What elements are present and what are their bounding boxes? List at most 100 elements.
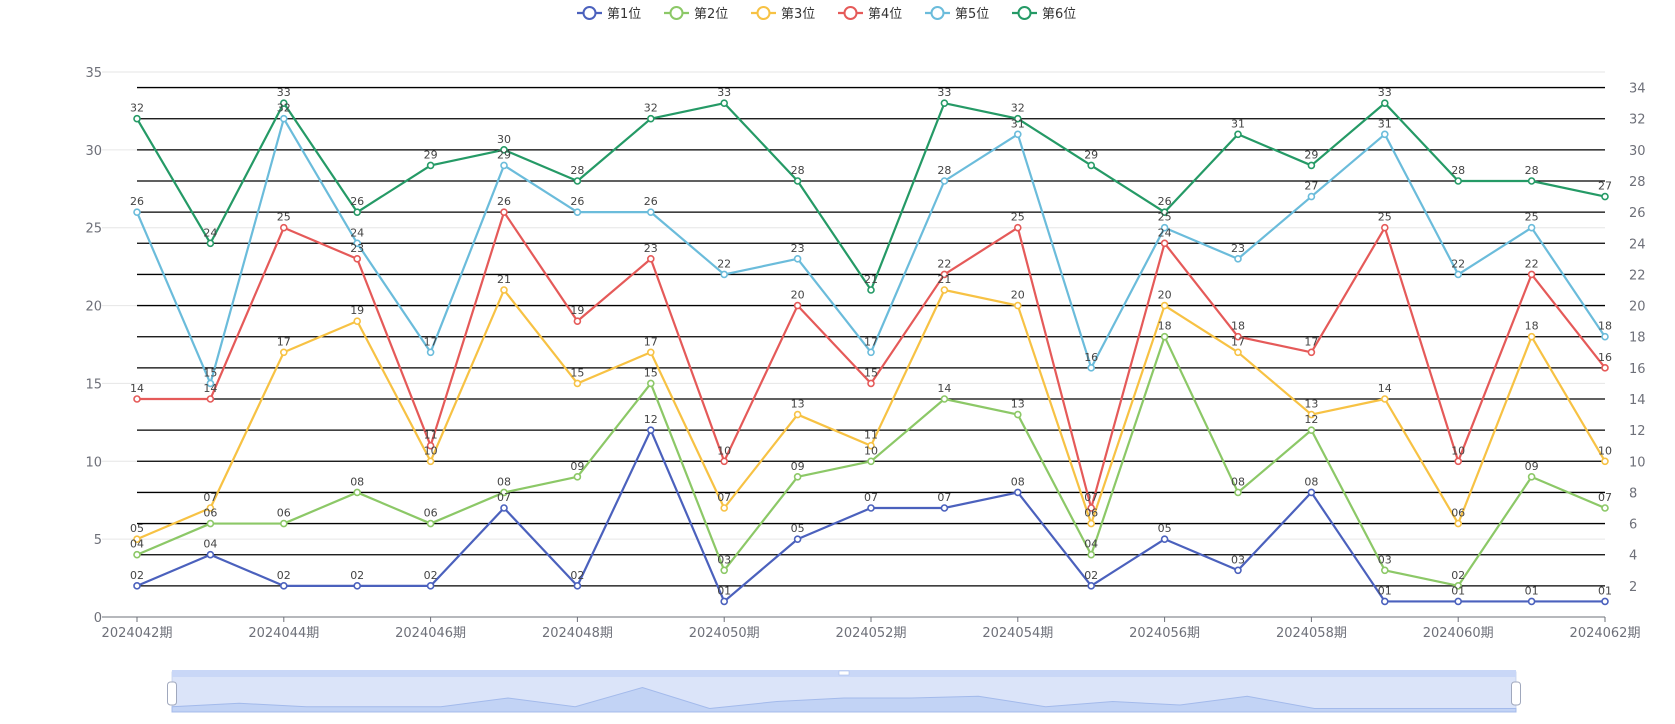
data-point[interactable]	[1307, 348, 1316, 357]
data-point[interactable]	[1013, 488, 1022, 497]
data-point[interactable]	[940, 99, 949, 107]
data-point[interactable]	[867, 441, 875, 450]
data-point[interactable]	[1234, 488, 1242, 497]
data-point[interactable]	[279, 519, 288, 528]
data-point[interactable]	[1307, 488, 1316, 497]
data-point[interactable]	[1160, 223, 1169, 232]
data-point[interactable]	[206, 550, 215, 559]
data-point[interactable]	[1013, 410, 1022, 419]
data-point[interactable]	[720, 504, 729, 512]
data-point[interactable]	[426, 441, 435, 450]
data-point[interactable]	[720, 566, 729, 575]
data-point[interactable]	[940, 395, 949, 403]
data-point[interactable]	[1160, 535, 1169, 543]
data-point[interactable]	[500, 504, 508, 512]
data-point[interactable]	[1454, 177, 1462, 185]
data-point[interactable]	[720, 99, 729, 107]
data-point[interactable]	[500, 208, 508, 216]
data-point[interactable]	[646, 255, 655, 263]
data-point[interactable]	[1601, 192, 1609, 201]
data-point[interactable]	[1527, 177, 1536, 185]
data-point[interactable]	[206, 379, 215, 388]
data-point[interactable]	[940, 270, 949, 279]
datazoom-slider[interactable]	[167, 670, 1521, 713]
data-point[interactable]	[1527, 597, 1536, 606]
data-point[interactable]	[353, 317, 362, 325]
data-point[interactable]	[133, 535, 141, 543]
data-point[interactable]	[793, 255, 802, 263]
legend-item[interactable]: 第5位	[925, 6, 989, 22]
data-point[interactable]	[1234, 566, 1242, 575]
data-point[interactable]	[206, 519, 215, 528]
data-point[interactable]	[793, 177, 802, 185]
data-point[interactable]	[1234, 348, 1242, 357]
data-point[interactable]	[1601, 332, 1609, 341]
data-point[interactable]	[1087, 550, 1095, 559]
data-point[interactable]	[206, 395, 215, 403]
data-point[interactable]	[1601, 597, 1609, 606]
data-point[interactable]	[940, 504, 949, 512]
data-point[interactable]	[1527, 223, 1536, 232]
data-point[interactable]	[1013, 130, 1022, 139]
data-point[interactable]	[1307, 410, 1316, 419]
legend-item[interactable]: 第3位	[751, 6, 815, 22]
data-point[interactable]	[1087, 364, 1095, 372]
data-point[interactable]	[426, 457, 435, 466]
data-point[interactable]	[867, 379, 875, 388]
data-point[interactable]	[279, 223, 288, 232]
data-point[interactable]	[1087, 582, 1095, 590]
data-point[interactable]	[1527, 332, 1536, 341]
data-point[interactable]	[133, 114, 141, 123]
data-point[interactable]	[793, 410, 802, 419]
datazoom-grip[interactable]	[838, 670, 850, 676]
datazoom-handle-right[interactable]	[1511, 681, 1521, 706]
data-point[interactable]	[353, 239, 362, 248]
data-point[interactable]	[573, 177, 582, 185]
data-point[interactable]	[1454, 597, 1462, 606]
data-point[interactable]	[353, 208, 362, 216]
data-point[interactable]	[646, 114, 655, 123]
data-point[interactable]	[353, 488, 362, 497]
data-point[interactable]	[720, 270, 729, 279]
legend[interactable]: 第1位 第2位 第3位 第4位 第5位 第6位	[577, 6, 1076, 22]
data-point[interactable]	[1234, 255, 1242, 263]
data-point[interactable]	[133, 582, 141, 590]
data-point[interactable]	[1160, 301, 1169, 310]
data-point[interactable]	[867, 457, 875, 466]
data-point[interactable]	[1013, 301, 1022, 310]
data-point[interactable]	[573, 208, 582, 216]
data-point[interactable]	[279, 582, 288, 590]
data-point[interactable]	[1454, 582, 1462, 590]
data-point[interactable]	[133, 550, 141, 559]
data-point[interactable]	[500, 161, 508, 170]
data-point[interactable]	[279, 348, 288, 357]
data-point[interactable]	[1601, 364, 1609, 372]
datazoom-handle-left[interactable]	[167, 681, 177, 706]
data-point[interactable]	[133, 395, 141, 403]
data-point[interactable]	[353, 255, 362, 263]
data-point[interactable]	[1013, 114, 1022, 123]
data-point[interactable]	[1160, 332, 1169, 341]
data-point[interactable]	[573, 582, 582, 590]
data-point[interactable]	[133, 208, 141, 216]
data-point[interactable]	[426, 161, 435, 170]
data-point[interactable]	[940, 286, 949, 294]
data-point[interactable]	[793, 535, 802, 543]
data-point[interactable]	[1087, 504, 1095, 512]
data-point[interactable]	[646, 426, 655, 434]
data-point[interactable]	[793, 301, 802, 310]
data-point[interactable]	[426, 519, 435, 528]
data-point[interactable]	[1160, 208, 1169, 216]
data-point[interactable]	[646, 348, 655, 357]
data-point[interactable]	[1307, 161, 1316, 170]
data-point[interactable]	[353, 582, 362, 590]
data-point[interactable]	[426, 582, 435, 590]
data-point[interactable]	[1454, 270, 1462, 279]
data-point[interactable]	[1601, 504, 1609, 512]
legend-item[interactable]: 第4位	[838, 6, 902, 22]
data-point[interactable]	[1013, 223, 1022, 232]
data-point[interactable]	[867, 286, 875, 294]
data-point[interactable]	[206, 239, 215, 248]
data-point[interactable]	[1381, 99, 1389, 107]
legend-item[interactable]: 第2位	[664, 6, 728, 22]
